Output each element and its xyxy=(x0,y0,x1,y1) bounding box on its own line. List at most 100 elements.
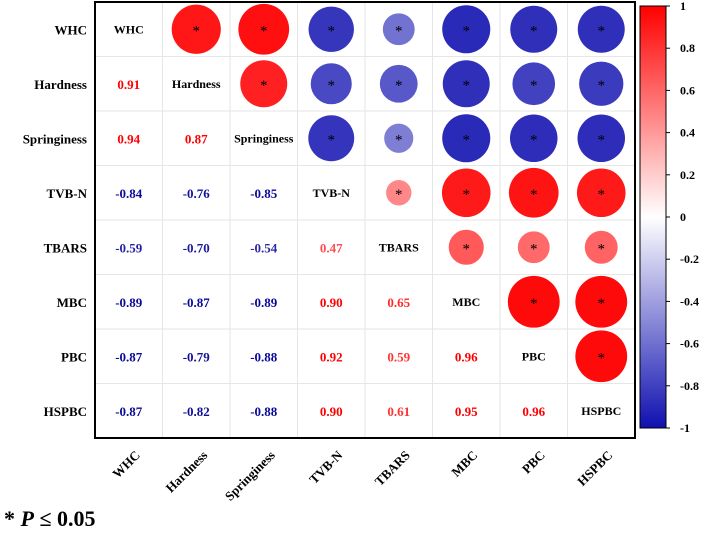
footnote-relation: ≤ 0.05 xyxy=(39,506,96,531)
correlation-value: 0.65 xyxy=(387,295,410,310)
significance-star: * xyxy=(328,132,336,148)
correlation-circle xyxy=(442,60,490,108)
correlation-value: -0.84 xyxy=(115,186,143,201)
significance-star: * xyxy=(463,23,471,39)
significance-star: * xyxy=(530,241,538,257)
correlation-circle xyxy=(379,64,418,103)
correlation-circle xyxy=(576,168,626,218)
diagonal-label: Hardness xyxy=(172,77,221,91)
colorbar-tick-label: -0.8 xyxy=(680,379,699,393)
significance-star: * xyxy=(463,78,471,94)
row-label: Hardness xyxy=(34,77,87,92)
correlation-circle xyxy=(308,115,355,162)
correlation-value: 0.90 xyxy=(320,295,343,310)
colorbar xyxy=(639,5,667,429)
row-label: PBC xyxy=(61,349,87,364)
diagonal-label: TVB-N xyxy=(313,186,351,200)
correlation-circle xyxy=(442,114,491,163)
correlation-circle xyxy=(240,60,288,108)
significance-star: * xyxy=(260,78,268,94)
correlation-circle xyxy=(579,61,624,106)
colorbar-tick-label: -0.4 xyxy=(680,294,699,308)
correlation-value: -0.89 xyxy=(115,295,143,310)
colorbar-tick-label: -0.6 xyxy=(680,337,699,351)
significance-star: * xyxy=(328,78,336,94)
diagonal-label: PBC xyxy=(522,349,546,363)
significance-star: * xyxy=(530,132,538,148)
diagonal-label: Springiness xyxy=(234,131,294,145)
correlation-value: -0.87 xyxy=(115,349,143,364)
row-label: TVB-N xyxy=(47,186,88,201)
correlation-value: -0.82 xyxy=(183,404,210,419)
column-label: WHC xyxy=(109,448,143,482)
correlation-circle xyxy=(577,114,626,163)
correlation-value: 0.87 xyxy=(185,131,208,146)
significance-footnote: * P ≤ 0.05 xyxy=(4,506,96,532)
correlation-circle xyxy=(577,5,625,53)
correlation-circle xyxy=(238,3,290,55)
colorbar-tick-label: 1 xyxy=(680,0,686,13)
correlation-value: -0.89 xyxy=(250,295,278,310)
correlation-value: 0.47 xyxy=(320,240,343,255)
correlation-value: -0.88 xyxy=(250,404,278,419)
matrix-border xyxy=(94,1,636,439)
correlation-circle xyxy=(442,5,491,54)
row-label: Springiness xyxy=(23,131,87,146)
colorbar-tick-label: 0.8 xyxy=(680,41,695,55)
significance-star: * xyxy=(463,241,471,257)
correlation-value: 0.96 xyxy=(522,404,545,419)
column-label: HSPBC xyxy=(574,448,615,489)
row-label: TBARS xyxy=(44,240,87,255)
correlation-circle xyxy=(517,231,550,264)
correlation-circle xyxy=(171,4,221,54)
diagonal-label: WHC xyxy=(114,22,144,36)
row-label: MBC xyxy=(57,295,87,310)
diagonal-label: MBC xyxy=(452,295,480,309)
significance-star: * xyxy=(598,187,606,203)
significance-star: * xyxy=(530,296,538,312)
correlation-value: 0.90 xyxy=(320,404,343,419)
correlation-value: -0.59 xyxy=(115,240,143,255)
correlation-circle xyxy=(512,62,556,106)
column-label: Springiness xyxy=(222,448,278,504)
colorbar-tick-label: 0.4 xyxy=(680,126,695,140)
significance-star: * xyxy=(598,350,606,366)
significance-star: * xyxy=(530,23,538,39)
correlation-value: -0.79 xyxy=(183,349,211,364)
row-label: HSPBC xyxy=(44,404,87,419)
significance-star: * xyxy=(598,78,606,94)
significance-star: * xyxy=(598,23,606,39)
significance-star: * xyxy=(395,132,403,148)
correlation-circle xyxy=(510,5,558,53)
correlation-value: -0.76 xyxy=(183,186,211,201)
correlation-circle xyxy=(508,167,559,218)
significance-star: * xyxy=(328,23,336,39)
footnote-star: * xyxy=(4,506,15,531)
column-label: Hardness xyxy=(162,448,210,496)
colorbar-tick-label: 0.6 xyxy=(680,83,695,97)
significance-star: * xyxy=(598,241,606,257)
correlation-value: 0.96 xyxy=(455,349,478,364)
correlation-circle xyxy=(575,330,628,383)
correlation-circle xyxy=(384,123,414,153)
correlation-value: 0.95 xyxy=(455,404,478,419)
column-label: PBC xyxy=(519,448,548,477)
correlation-circle xyxy=(382,13,415,46)
significance-star: * xyxy=(530,78,538,94)
significance-star: * xyxy=(395,187,403,203)
correlation-circle xyxy=(310,63,352,105)
correlation-value: -0.87 xyxy=(183,295,211,310)
significance-star: * xyxy=(395,23,403,39)
footnote-p-symbol: P xyxy=(20,506,34,531)
column-label: TBARS xyxy=(372,448,413,489)
correlation-value: -0.70 xyxy=(183,240,210,255)
colorbar-tick-label: -0.2 xyxy=(680,252,699,266)
significance-star: * xyxy=(260,23,268,39)
significance-star: * xyxy=(598,296,606,312)
diagonal-label: HSPBC xyxy=(581,404,621,418)
significance-star: * xyxy=(598,132,606,148)
significance-star: * xyxy=(530,187,538,203)
correlation-value: 0.91 xyxy=(117,77,140,92)
correlation-value: 0.61 xyxy=(387,404,410,419)
